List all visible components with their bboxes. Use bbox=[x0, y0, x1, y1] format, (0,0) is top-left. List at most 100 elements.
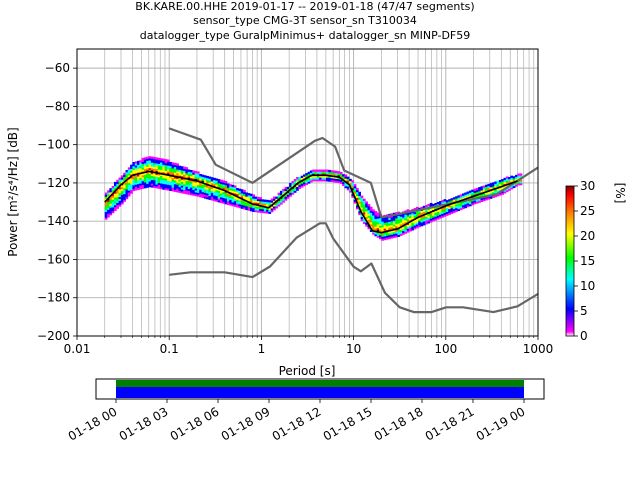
psd-cell bbox=[344, 174, 348, 177]
psd-cell bbox=[517, 183, 521, 186]
psd-cell bbox=[231, 186, 235, 190]
psd-cell bbox=[217, 181, 221, 184]
psd-cell bbox=[309, 172, 313, 175]
psd-cell bbox=[275, 204, 279, 207]
psd-cell bbox=[187, 184, 191, 188]
psd-cell bbox=[194, 174, 198, 178]
psd-cell bbox=[238, 194, 242, 197]
psd-cell bbox=[367, 213, 371, 216]
psd-cell bbox=[326, 171, 329, 174]
psd-cell bbox=[134, 176, 138, 179]
psd-cell bbox=[173, 162, 177, 166]
psd-cell bbox=[388, 232, 391, 236]
psd-cell bbox=[332, 176, 336, 179]
psd-cell bbox=[422, 215, 426, 218]
psd-cell bbox=[183, 166, 186, 169]
psd-cell bbox=[282, 190, 285, 194]
psd-cell bbox=[173, 185, 177, 189]
psd-cell bbox=[236, 201, 239, 204]
psd-cell bbox=[123, 188, 126, 191]
psd-cell bbox=[256, 206, 260, 209]
psd-cell bbox=[162, 174, 166, 177]
x-tick-label: 0.1 bbox=[160, 342, 179, 356]
psd-cell bbox=[178, 179, 182, 182]
psd-cell bbox=[125, 192, 129, 196]
psd-cell bbox=[146, 183, 149, 186]
psd-cell bbox=[243, 203, 246, 206]
psd-cell bbox=[113, 181, 117, 185]
psd-cell bbox=[323, 169, 327, 172]
psd-cell bbox=[249, 197, 253, 200]
psd-cell bbox=[146, 172, 149, 175]
psd-cell bbox=[141, 161, 145, 164]
psd-cell bbox=[107, 205, 110, 208]
psd-cell bbox=[270, 208, 274, 211]
psd-cell bbox=[312, 175, 315, 178]
psd-cell bbox=[116, 195, 119, 198]
psd-cell bbox=[190, 181, 193, 184]
psd-cell bbox=[148, 177, 152, 180]
psd-cell bbox=[143, 182, 147, 185]
psd-cell bbox=[222, 182, 226, 185]
psd-cell bbox=[155, 186, 159, 189]
psd-cell bbox=[289, 182, 292, 186]
psd-cell bbox=[127, 184, 131, 187]
psd-cell bbox=[118, 200, 122, 203]
timeline-tick-label: 01-18 18 bbox=[372, 404, 426, 443]
psd-cell bbox=[392, 216, 396, 219]
psd-cell bbox=[293, 190, 297, 193]
psd-cell bbox=[372, 218, 375, 222]
psd-cell bbox=[134, 180, 138, 183]
psd-cell bbox=[365, 222, 368, 225]
x-axis-label: Period [s] bbox=[279, 364, 336, 378]
psd-cell bbox=[261, 199, 265, 202]
y-tick-label: −80 bbox=[45, 99, 70, 113]
psd-cell bbox=[215, 191, 219, 195]
psd-cell bbox=[404, 216, 408, 219]
psd-cell bbox=[478, 198, 481, 201]
psd-cell bbox=[385, 222, 389, 225]
psd-cell bbox=[199, 175, 202, 179]
psd-cell bbox=[399, 231, 403, 234]
psd-cell bbox=[127, 194, 131, 197]
psd-cell bbox=[404, 219, 408, 223]
psd-cell bbox=[125, 189, 129, 192]
psd-density-cells bbox=[104, 156, 523, 241]
psd-cell bbox=[337, 173, 341, 176]
psd-cell bbox=[180, 171, 184, 175]
psd-cell bbox=[372, 220, 375, 224]
psd-cell bbox=[286, 186, 290, 190]
psd-cell bbox=[176, 176, 179, 180]
psd-cell bbox=[176, 172, 179, 176]
psd-cell bbox=[166, 174, 170, 178]
psd-cell bbox=[120, 188, 124, 192]
psd-cell bbox=[229, 197, 232, 200]
psd-cell bbox=[107, 209, 110, 212]
psd-cell bbox=[434, 212, 438, 215]
psd-cell bbox=[374, 211, 378, 214]
psd-cell bbox=[457, 197, 461, 200]
psd-cell bbox=[512, 176, 516, 179]
psd-cell bbox=[496, 190, 500, 193]
psd-cell bbox=[231, 188, 235, 191]
psd-cell bbox=[238, 190, 242, 193]
psd-cell bbox=[113, 201, 117, 204]
colorbar-tick-label: 30 bbox=[580, 179, 595, 193]
psd-cell bbox=[213, 193, 216, 196]
psd-cell bbox=[339, 173, 343, 177]
psd-cell bbox=[229, 193, 232, 197]
psd-cell bbox=[259, 197, 262, 200]
psd-cell bbox=[173, 176, 177, 179]
psd-cell bbox=[252, 205, 255, 209]
psd-cell bbox=[462, 201, 465, 204]
psd-cell bbox=[464, 192, 468, 195]
psd-cell bbox=[148, 161, 152, 165]
psd-cell bbox=[441, 209, 444, 212]
psd-cell bbox=[123, 182, 126, 185]
psd-cell bbox=[208, 195, 212, 198]
psd-cell bbox=[137, 179, 140, 183]
psd-cell bbox=[238, 203, 242, 207]
psd-cell bbox=[178, 188, 182, 191]
psd-cell bbox=[243, 205, 246, 208]
